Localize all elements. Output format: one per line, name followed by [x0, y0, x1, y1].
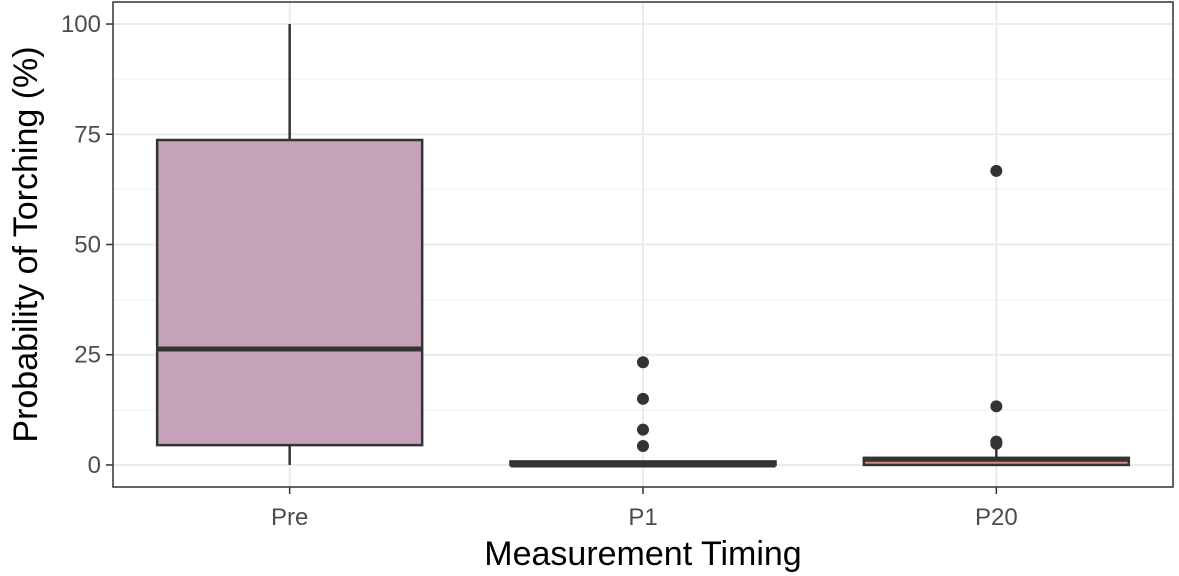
box-layer: [155, 24, 1131, 468]
x-tick-label: Pre: [271, 504, 308, 531]
y-tick-label: 75: [74, 121, 101, 148]
y-tick-label: 25: [74, 342, 101, 369]
outlier-point: [990, 437, 1003, 450]
panel-border: [112, 1, 1174, 488]
x-tick-label: P20: [975, 504, 1018, 531]
y-tick-label: 50: [74, 232, 101, 259]
outlier-point: [637, 423, 649, 436]
outlier-point: [637, 356, 649, 369]
x-axis-title: Measurement Timing: [484, 535, 801, 573]
box-p20: [862, 164, 1131, 467]
box-pre: [155, 24, 424, 465]
y-axis-title: Probability of Torching (%): [7, 46, 45, 442]
outlier-point: [990, 164, 1003, 177]
iqr-box: [155, 138, 424, 447]
y-tick-label: 0: [88, 452, 101, 479]
outlier-point: [990, 400, 1003, 413]
box-p1: [509, 356, 777, 468]
x-tick-label: P1: [628, 504, 657, 531]
y-tick-label: 100: [61, 11, 101, 38]
axis-layer: 0 25 50 75 100 Pre P1 P20: [61, 11, 1018, 531]
outlier-point: [637, 392, 649, 405]
outlier-point: [637, 439, 649, 452]
